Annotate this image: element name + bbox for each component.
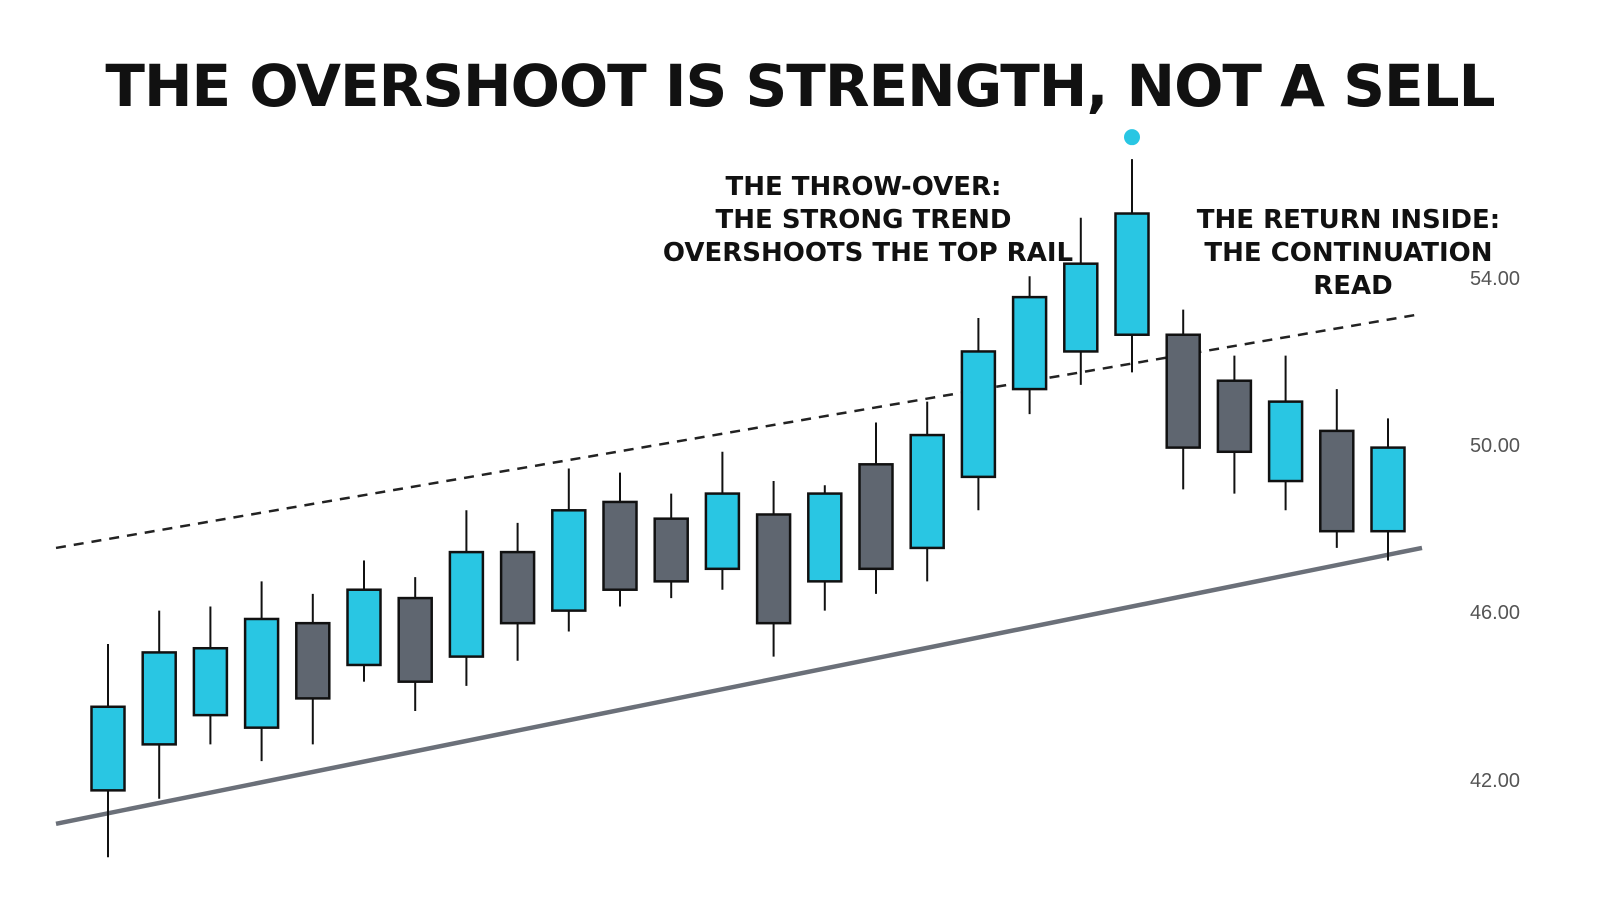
candle — [1011, 276, 1048, 415]
candle — [602, 472, 638, 607]
candle — [1165, 309, 1201, 490]
candle-body-up — [346, 588, 382, 667]
candle — [909, 401, 945, 582]
candle-body-down — [1216, 379, 1253, 454]
candle-body-down — [1319, 429, 1355, 533]
candle — [295, 593, 331, 745]
candle-body-down — [499, 550, 536, 625]
annotation-throw-over-line: THE THROW-OVER: — [726, 172, 1002, 202]
candle-body-down — [295, 621, 331, 700]
candle-body-down — [858, 463, 894, 571]
candle-body-up — [1114, 212, 1150, 336]
candle — [243, 581, 280, 762]
candle — [551, 468, 587, 632]
annotation-throw-over: THE THROW-OVER: THE STRONG TREND OVERSHO… — [663, 172, 1073, 268]
chart-title: THE OVERSHOOT IS STRENGTH, NOT A SELL — [105, 52, 1495, 120]
candle-body-up — [551, 509, 587, 612]
y-tick-label-50: 50.00 — [1470, 435, 1520, 457]
annotation-return-inside-line: THE CONTINUATION — [1204, 238, 1492, 268]
candle-body-up — [1011, 295, 1048, 391]
candle-body-up — [1267, 400, 1304, 483]
candle-body-up — [141, 651, 177, 746]
candle — [397, 577, 433, 711]
candle-body-up — [192, 646, 229, 717]
candle — [141, 610, 177, 799]
candle-body-up — [90, 705, 126, 792]
candle-body-up — [243, 617, 280, 729]
candle-body-up — [448, 550, 485, 658]
candle-body-up — [960, 350, 997, 479]
candle — [1370, 418, 1406, 561]
candle — [192, 606, 229, 745]
candle — [1114, 159, 1150, 373]
y-tick-label-54: 54.00 — [1470, 268, 1520, 290]
candle — [704, 451, 741, 590]
candle-body-down — [397, 596, 433, 683]
candle — [858, 422, 894, 594]
candle — [960, 318, 997, 511]
candle — [90, 644, 126, 858]
candle-body-down — [1165, 333, 1201, 449]
peak-marker-dot — [1124, 129, 1140, 146]
candles — [90, 129, 1406, 858]
candle — [755, 481, 792, 657]
annotation-return-inside-line: THE RETURN INSIDE: — [1197, 205, 1500, 235]
candle-body-down — [602, 500, 638, 591]
annotation-throw-over-line: THE STRONG TREND — [716, 205, 1012, 235]
candle — [1216, 355, 1253, 494]
candle — [653, 493, 689, 599]
y-tick-label-42: 42.00 — [1470, 770, 1520, 792]
candle-body-up — [909, 433, 945, 550]
candle — [807, 485, 843, 611]
annotation-return-inside: THE RETURN INSIDE: THE CONTINUATION READ — [1197, 205, 1509, 301]
annotation-throw-over-line: OVERSHOOTS THE TOP RAIL — [663, 238, 1073, 268]
candle-body-up — [704, 492, 741, 571]
candle — [499, 522, 536, 661]
candle-body-up — [807, 492, 843, 583]
candle — [1267, 355, 1304, 511]
candle — [448, 510, 485, 686]
candle — [346, 560, 382, 682]
y-tick-label-46: 46.00 — [1470, 602, 1520, 624]
annotations: THE THROW-OVER: THE STRONG TREND OVERSHO… — [663, 172, 1509, 301]
annotation-return-inside-line: READ — [1313, 271, 1393, 301]
candle — [1063, 217, 1099, 385]
y-axis: 42.00 46.00 50.00 54.00 — [1470, 268, 1520, 792]
candle-body-up — [1063, 262, 1099, 353]
candle — [1319, 389, 1355, 548]
candle-body-up — [1370, 446, 1406, 533]
candle-body-down — [653, 517, 689, 583]
support-line — [55, 545, 1423, 827]
candle-body-down — [755, 513, 792, 625]
